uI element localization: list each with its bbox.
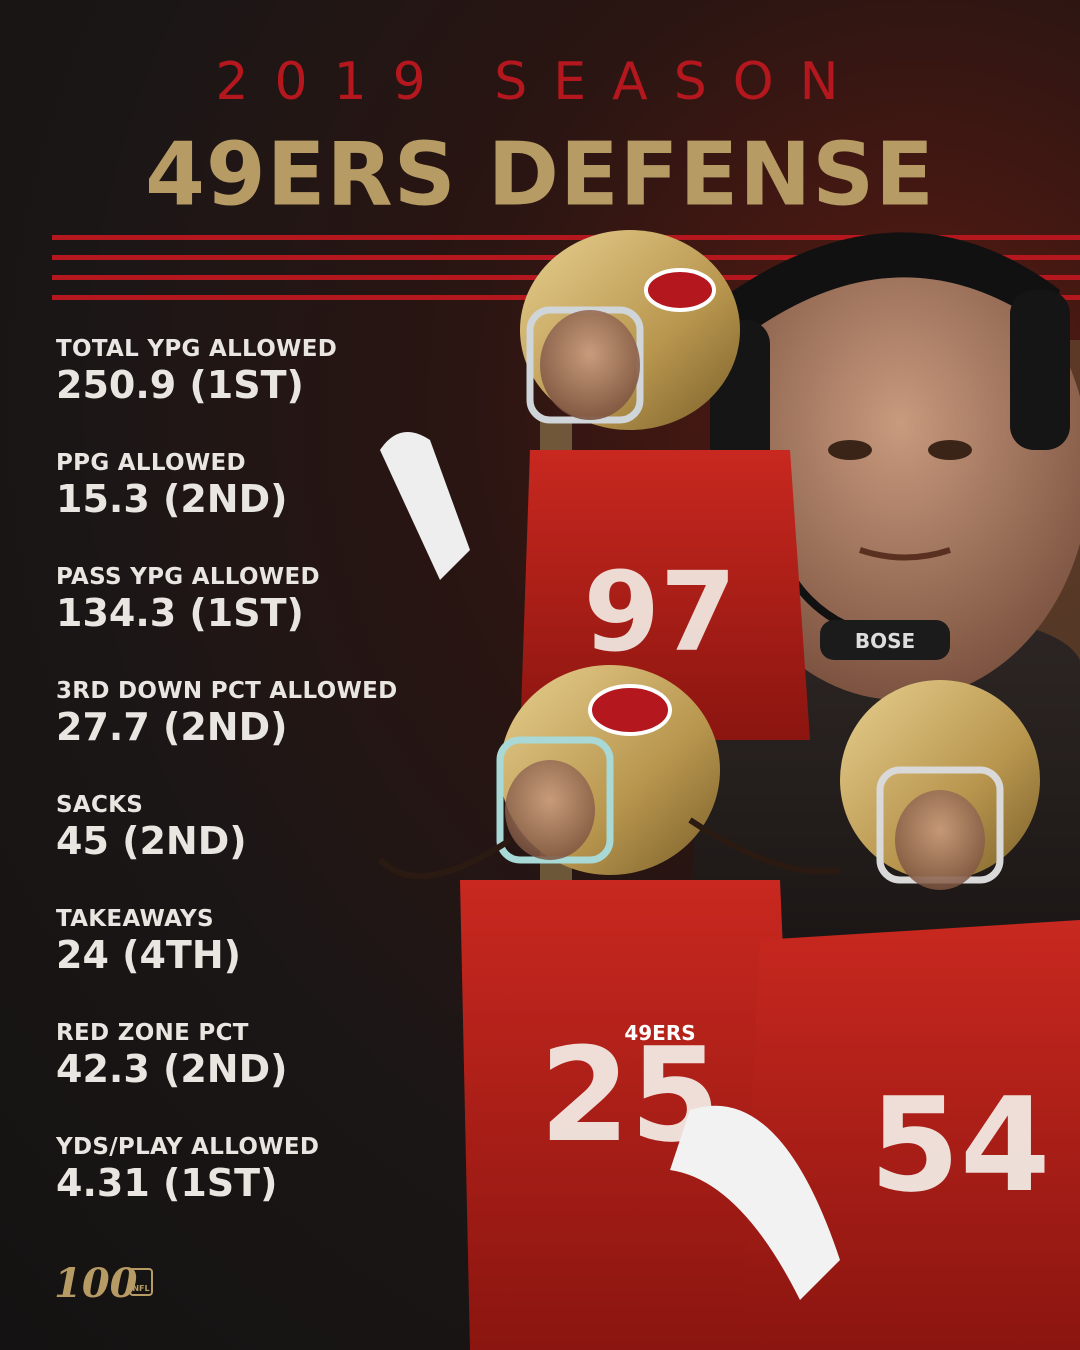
- headset-brand: BOSE: [855, 629, 915, 653]
- jersey-wordmark: 49ERS: [624, 1021, 695, 1045]
- nfl-100-logo: 100 NFL: [54, 1260, 153, 1305]
- stat-label: YDS/PLAY ALLOWED: [56, 1134, 320, 1160]
- player-25: 25 49ERS: [377, 665, 841, 1350]
- players-photo: BOSE 97 25 49ERS 54: [377, 230, 1080, 1350]
- nfl-shield-icon: [129, 1268, 153, 1296]
- stat-item: TAKEAWAYS 24 (4TH): [56, 905, 241, 977]
- stat-item: YDS/PLAY ALLOWED 4.31 (1ST): [56, 1133, 319, 1205]
- stat-label: 3RD DOWN PCT ALLOWED: [56, 678, 398, 704]
- player-54: 54: [670, 680, 1080, 1350]
- stat-item: TOTAL YPG ALLOWED 250.9 (1ST): [56, 335, 337, 407]
- jersey-number-97: 97: [583, 548, 736, 676]
- stat-item: PPG ALLOWED 15.3 (2ND): [56, 449, 288, 521]
- stat-label: SACKS: [56, 792, 144, 818]
- stat-value: 27.7 (2ND): [56, 705, 288, 749]
- stat-value: 250.9 (1ST): [56, 363, 304, 407]
- stat-item: RED ZONE PCT 42.3 (2ND): [56, 1019, 288, 1091]
- stat-value: 15.3 (2ND): [56, 477, 288, 521]
- stat-value: 4.31 (1ST): [56, 1161, 278, 1205]
- logo-nfl-text: NFL: [132, 1284, 149, 1293]
- jersey-number-54: 54: [870, 1069, 1051, 1221]
- stat-label: RED ZONE PCT: [56, 1020, 249, 1046]
- page-title: 49ERS DEFENSE: [145, 124, 935, 226]
- stat-label: PPG ALLOWED: [56, 450, 246, 476]
- stat-value: 134.3 (1ST): [56, 591, 304, 635]
- stat-item: SACKS 45 (2ND): [56, 791, 247, 863]
- stat-value: 24 (4TH): [56, 933, 242, 977]
- stat-label: TAKEAWAYS: [56, 906, 214, 932]
- stat-value: 42.3 (2ND): [56, 1047, 288, 1091]
- stat-value: 45 (2ND): [56, 819, 247, 863]
- stat-label: TOTAL YPG ALLOWED: [56, 336, 338, 362]
- stat-item: 3RD DOWN PCT ALLOWED 27.7 (2ND): [56, 677, 398, 749]
- season-label: 2019 SEASON: [215, 52, 865, 112]
- stat-label: PASS YPG ALLOWED: [56, 564, 320, 590]
- logo-100-text: 100: [54, 1260, 138, 1305]
- stripe: [52, 235, 1080, 240]
- stat-item: PASS YPG ALLOWED 134.3 (1ST): [56, 563, 320, 635]
